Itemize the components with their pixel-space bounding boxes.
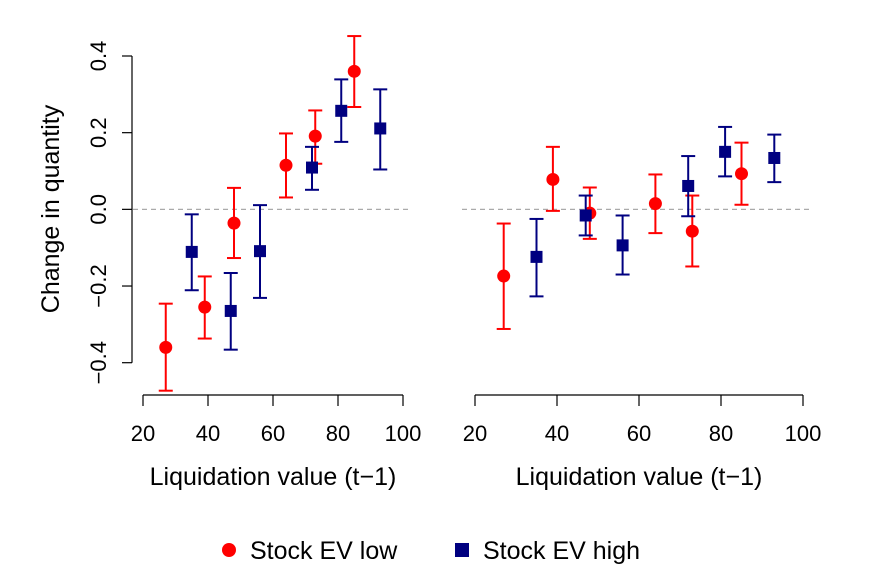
y-tick-label: −0.4 xyxy=(86,341,111,384)
data-point-square xyxy=(530,250,543,263)
y-tick-label: −0.2 xyxy=(86,264,111,307)
x-tick-label: 60 xyxy=(627,421,651,446)
y-tick-label: 0.4 xyxy=(86,41,111,72)
data-point-circle xyxy=(546,172,560,186)
x-tick-label: 20 xyxy=(131,421,155,446)
data-point-square xyxy=(224,304,237,317)
data-point-circle xyxy=(347,64,361,78)
legend-item-stock-ev-high: Stock EV high xyxy=(455,537,640,565)
data-point-circle xyxy=(227,216,241,230)
data-point-square xyxy=(768,151,781,164)
legend-label-stock-ev-high: Stock EV high xyxy=(483,537,640,565)
data-point-square xyxy=(719,145,732,158)
data-point-square xyxy=(185,245,198,258)
x-axis-label: Liquidation value (t−1) xyxy=(516,463,763,491)
data-point-circle xyxy=(685,224,699,238)
data-point-circle xyxy=(279,158,293,172)
data-point-circle xyxy=(198,300,212,314)
series-stock-ev-high xyxy=(184,78,388,351)
data-point-square xyxy=(254,245,266,258)
x-tick-label: 20 xyxy=(463,421,487,446)
data-point-circle xyxy=(308,129,322,143)
legend-marker-circle xyxy=(222,543,236,557)
x-tick-label: 40 xyxy=(545,421,569,446)
x-axis-label: Liquidation value (t−1) xyxy=(150,463,397,491)
data-point-circle xyxy=(497,269,511,283)
legend-item-stock-ev-low: Stock EV low xyxy=(222,537,398,565)
y-tick-label: 0.0 xyxy=(86,194,111,225)
data-point-square xyxy=(579,209,592,222)
y-tick-label: 0.2 xyxy=(86,117,111,148)
data-point-square xyxy=(682,179,695,192)
x-tick-label: 80 xyxy=(709,421,733,446)
data-point-circle xyxy=(648,197,662,211)
y-axis-label: Change in quantity xyxy=(37,104,65,313)
series-stock-ev-low xyxy=(158,35,362,392)
x-tick-label: 80 xyxy=(326,421,350,446)
x-tick-label: 100 xyxy=(785,421,822,446)
x-tick-label: 60 xyxy=(261,421,285,446)
data-point-square xyxy=(306,161,318,174)
data-point-circle xyxy=(159,340,173,354)
legend-marker-square xyxy=(455,543,469,557)
series-stock-ev-low xyxy=(496,141,749,330)
series-stock-ev-high xyxy=(529,125,782,298)
data-point-circle xyxy=(735,167,748,181)
legend-label-stock-ev-low: Stock EV low xyxy=(250,537,398,565)
data-point-square xyxy=(335,104,348,117)
x-tick-label: 40 xyxy=(196,421,220,446)
x-tick-label: 100 xyxy=(385,421,422,446)
data-point-square xyxy=(374,122,387,135)
legend: Stock EV low Stock EV high xyxy=(222,537,640,565)
right-panel: 20 40 60 80 100 Liquidation value (t−1) xyxy=(462,125,822,491)
data-point-square xyxy=(616,239,629,252)
left-panel: 20 40 60 80 100 Liquidation value (t−1) −0.4 −0… xyxy=(37,35,422,491)
